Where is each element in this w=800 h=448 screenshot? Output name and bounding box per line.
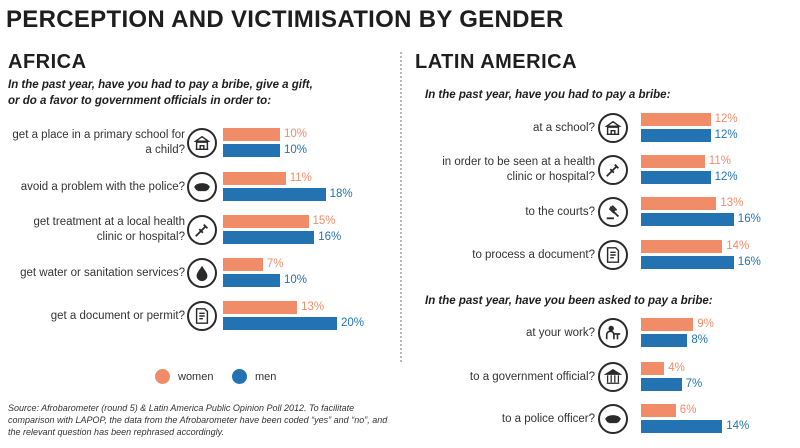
chart0-row4-label: get a document or permit? [50,309,185,322]
chart2-row0-value-men: 8% [691,334,709,346]
chart0-row4-bar-women [223,301,298,314]
chart1-row2-bar-men [641,213,734,226]
chart0-row4-value-women: 13% [301,301,325,313]
chart2-row1-value-women: 4% [668,362,685,374]
syringe-icon [598,155,628,185]
chart2-row2-bar-women [641,404,676,417]
region-title-latin-america: LATIN AMERICA [415,51,578,73]
chart1-row3-label: to process a document? [472,248,595,261]
chart1-row3-bar-men [641,256,734,269]
question-africa: In the past year, have you had to pay a … [8,79,313,107]
legend-women-swatch [155,369,170,384]
chart1-row1-bar-women [641,155,705,168]
chart2-row1-label: to a government official? [469,370,595,383]
police-cap-icon [598,404,628,434]
chart2-row0-bar-women [641,318,694,331]
chart1-row1-label: in order to be seen at a health clinic o… [442,156,595,183]
chart2-row2-label: to a police officer? [501,412,595,425]
chart0-row0-label: get a place in a primary school for a ch… [12,129,185,156]
chart1-row3-value-men: 16% [737,256,761,268]
chart1-row0-label: at a school? [532,121,595,134]
chart0-row2-bar-women [223,215,309,228]
chart0-row0-value-women: 10% [284,128,308,140]
column-divider [400,52,402,362]
chart0-row3-bar-women [223,258,263,271]
syringe-icon [187,215,217,245]
chart0-row3-value-women: 7% [266,258,284,270]
chart0-row1-bar-women [223,172,286,185]
chart0-row1-label: avoid a problem with the police? [20,180,185,193]
school-icon [187,128,217,158]
chart0-row4-bar-men [223,317,337,330]
chart2-row2-bar-men [641,420,723,433]
government-building-icon [598,362,628,392]
chart0-row3-bar-men [223,274,280,287]
question-latin-america-paid: In the past year, have you had to pay a … [425,89,671,101]
chart1-row0-value-women: 12% [714,113,738,125]
chart0-row2-bar-men [223,231,315,244]
chart2-row1-bar-men [641,378,682,391]
chart0-row3-value-men: 10% [284,274,308,286]
chart1-row0-value-men: 12% [714,129,738,141]
chart0-row1-value-men: 18% [329,188,353,200]
chart2-row0-label: at your work? [525,326,595,339]
chart2-row0-value-women: 9% [697,318,714,330]
chart1-row3-bar-women [641,240,723,253]
school-icon [598,113,628,143]
chart2-row2-value-men: 14% [726,420,750,432]
chart0-row2-value-men: 16% [318,231,342,243]
chart1-row0-bar-women [641,113,711,126]
chart2-row0-bar-men [641,334,688,347]
question-latin-america-asked: In the past year, have you been asked to… [425,295,713,307]
chart0-row0-bar-women [223,128,280,141]
document-icon [598,240,628,270]
chart0-row4-value-men: 20% [341,317,365,329]
chart0-row0-bar-men [223,144,280,157]
chart0-row1-bar-men [223,188,326,201]
chart1-row1-bar-men [641,171,711,184]
legend-women-label: women [178,371,214,383]
chart2-row1-value-men: 7% [685,378,703,390]
chart1-row3-value-women: 14% [726,240,750,252]
chart1-row1-value-women: 11% [708,155,731,167]
source-note: Source: Afrobarometer (round 5) & Latin … [8,403,388,437]
worker-desk-icon [598,318,628,348]
water-drop-icon [187,258,217,288]
chart0-row2-label: get treatment at a local health clinic o… [33,216,185,243]
chart0-row1-value-women: 11% [289,172,312,184]
chart1-row2-value-women: 13% [720,197,744,209]
page-title: PERCEPTION AND VICTIMISATION BY GENDER [6,6,564,33]
chart1-row2-label: to the courts? [525,205,595,218]
chart1-row2-value-men: 16% [737,213,761,225]
chart2-row1-bar-women [641,362,665,375]
legend-men-label: men [255,371,277,383]
legend-men-swatch [232,369,247,384]
police-cap-icon [187,172,217,202]
chart1-row1-value-men: 12% [714,171,738,183]
chart0-row0-value-men: 10% [284,144,308,156]
chart2-row2-value-women: 6% [679,404,697,416]
chart1-row0-bar-men [641,129,711,142]
chart1-row2-bar-women [641,197,717,210]
gavel-icon [598,197,628,227]
chart0-row3-label: get water or sanitation services? [20,266,185,279]
region-title-africa: AFRICA [8,51,87,73]
chart0-row2-value-women: 15% [312,215,336,227]
document-icon [187,301,217,331]
